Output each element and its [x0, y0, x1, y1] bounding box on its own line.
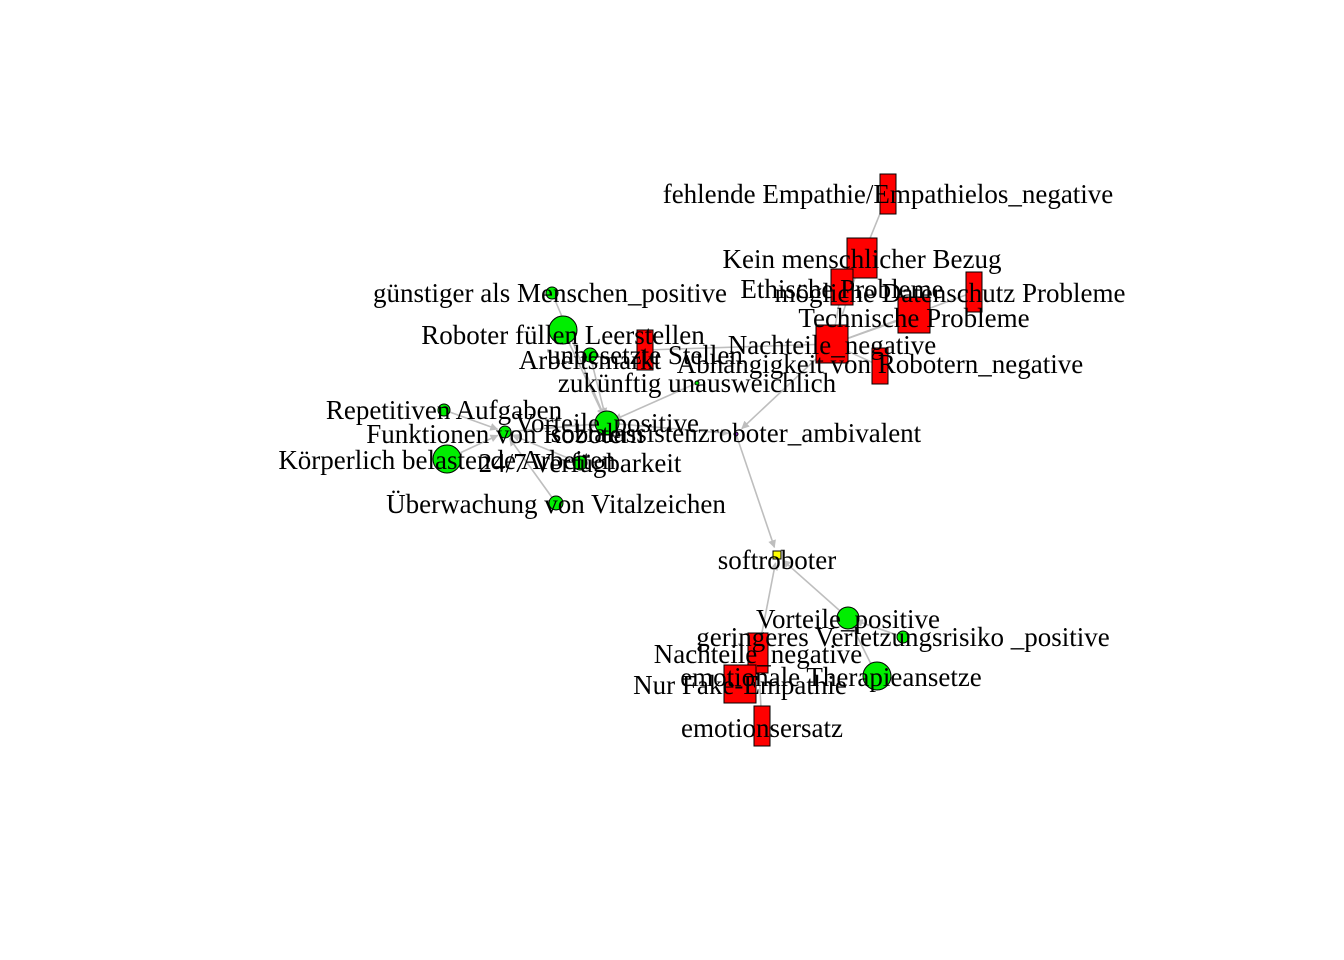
node-emotionsersatz — [753, 705, 771, 747]
edge-zukuenftig-to-vorteile_top — [613, 382, 698, 421]
node-label-unbesetzte: unbesetzte Stellen — [547, 340, 743, 370]
node-vorteile_top — [594, 410, 620, 436]
node-repetitiv — [437, 403, 451, 417]
label-layer: fehlende Empathie/Empathielos_negative Ke… — [278, 179, 1125, 743]
node-label-emotionsersatz: emotionsersatz — [681, 713, 843, 743]
edge-sozialassistenz-to-softroboter — [735, 433, 776, 549]
node-vorteile_bottom — [836, 606, 860, 630]
node-label-zukuenftig: zukünftig unausweichlich — [558, 368, 837, 398]
node-label-koerperlich: Körperlich belastende Arbeiten — [278, 445, 616, 475]
node-label-fehlende_empathie: fehlende Empathie/Empathielos_negative — [663, 179, 1114, 209]
edge-guenstiger-to-vorteile_top — [551, 292, 605, 417]
node-datenschutz — [965, 271, 983, 313]
node-label-leerstellen: Roboter füllen Leerstellen — [421, 320, 705, 350]
edge-arbeitsmarkt-to-nachteile_top — [644, 340, 825, 351]
node-label-abhaengigkeit: Abhängigkeit von Robotern_negative — [677, 349, 1083, 379]
node-label-guenstiger: günstiger als Menschen_positive — [373, 278, 727, 308]
node-fake_empathie — [723, 664, 757, 704]
node-label-vitalzeichen: Überwachung von Vitalzeichen — [386, 489, 726, 519]
node-label-therapie: emotionale Therapieansetze — [680, 662, 982, 692]
node-softroboter — [772, 550, 782, 560]
node-label-ethische_probleme: Ethische Probleme — [740, 274, 943, 304]
node-unbesetzte — [582, 347, 598, 363]
node-arbeitsmarkt — [636, 329, 654, 371]
edge-unbesetzte-to-vorteile_top — [589, 354, 608, 417]
edge-vorteile_bottom-to-softroboter — [782, 559, 849, 619]
node-label-technische_probleme: Technische Probleme — [798, 303, 1029, 333]
node-fehlende_empathie — [879, 173, 897, 215]
node-zukuenftig — [694, 380, 700, 386]
edge-funktionen-to-vorteile_top — [504, 420, 600, 433]
node-layer — [432, 173, 983, 747]
node-therapie — [862, 661, 892, 691]
node-funktionen — [498, 425, 512, 439]
node-label-sozialassistenz: sozialassistenzroboter_ambivalent — [551, 418, 922, 448]
node-guenstiger — [545, 286, 559, 300]
node-label-kein_menschlicher_bezug: Kein menschlicher Bezug — [723, 244, 1002, 274]
node-abhaengigkeit — [871, 347, 889, 385]
node-label-verletzungsrisiko: geringeres Verletzungsrisiko _positive — [696, 622, 1109, 652]
node-sozialassistenz — [733, 431, 739, 437]
edge-leerstellen-to-vorteile_top — [562, 329, 605, 417]
node-verletzungsrisiko — [896, 630, 910, 644]
node-label-repetitiv: Repetitiven Aufgaben — [326, 395, 563, 425]
node-label-verfuegbarkeit: 24/7 Verfügbarkeit — [479, 448, 682, 478]
node-nachteile_bottom — [747, 632, 769, 674]
node-vitalzeichen — [548, 495, 564, 511]
node-label-softroboter: softroboter — [718, 545, 836, 575]
node-ethische_probleme — [830, 268, 854, 306]
node-verfuegbarkeit — [572, 455, 588, 471]
node-label-arbeitsmarkt: Arbeitsmarkt — [519, 345, 662, 375]
edge-repetitiv-to-funktionen — [443, 409, 499, 431]
node-label-funktionen: Funktionen von Robotern — [366, 419, 644, 449]
node-label-nachteile_top: Nachteile_negative — [728, 330, 936, 360]
node-leerstellen — [548, 315, 578, 345]
node-label-datenschutz: mögliche Datenschutz Probleme — [775, 278, 1126, 308]
node-label-vorteile_top: Vorteile_positive — [515, 408, 699, 438]
edge-vorteile_top-to-sozialassistenz — [606, 422, 729, 437]
node-label-fake_empathie: Nur Fake-Empathie — [633, 670, 847, 700]
node-nachteile_top — [815, 324, 849, 364]
node-technische_probleme — [897, 296, 931, 334]
edge-verfuegbarkeit-to-funktionen — [511, 434, 581, 464]
node-koerperlich — [432, 444, 462, 474]
edge-verletzungsrisiko-to-vorteile_bottom — [854, 619, 904, 638]
edge-vitalzeichen-to-funktionen — [509, 437, 557, 504]
node-label-vorteile_bottom: Vorteile_positive — [756, 604, 940, 634]
node-label-nachteile_bottom: Nachteile_negative — [654, 639, 862, 669]
